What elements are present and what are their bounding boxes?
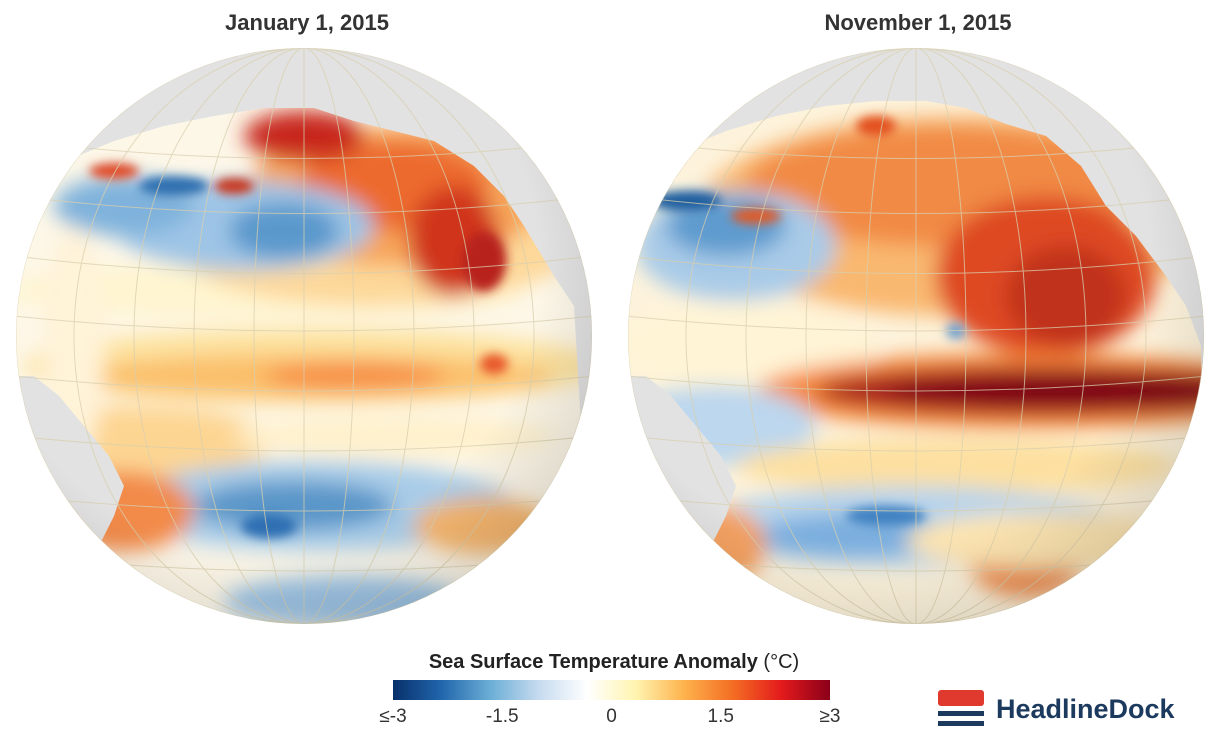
legend-title-text: Sea Surface Temperature Anomaly bbox=[428, 651, 758, 673]
brand-logo: HeadlineDock bbox=[938, 690, 1208, 730]
legend-tick: ≥3 bbox=[819, 706, 841, 727]
globe-november-2015 bbox=[628, 48, 1204, 624]
map-title-january: January 1, 2015 bbox=[225, 10, 389, 35]
legend-tick: -1.5 bbox=[485, 706, 519, 727]
map-title-november: November 1, 2015 bbox=[824, 10, 1012, 35]
legend-title: Sea Surface Temperature Anomaly (°C) bbox=[396, 651, 832, 674]
brand-name: HeadlineDock bbox=[996, 694, 1175, 724]
legend-unit: (°C) bbox=[763, 651, 800, 673]
legend-tick: ≤-3 bbox=[379, 706, 407, 727]
brand-icon bbox=[938, 690, 984, 726]
globe-january-2015 bbox=[16, 48, 592, 624]
legend-tick: 1.5 bbox=[707, 706, 734, 727]
legend-color-bar bbox=[393, 680, 830, 700]
legend-tick: 0 bbox=[606, 706, 617, 727]
